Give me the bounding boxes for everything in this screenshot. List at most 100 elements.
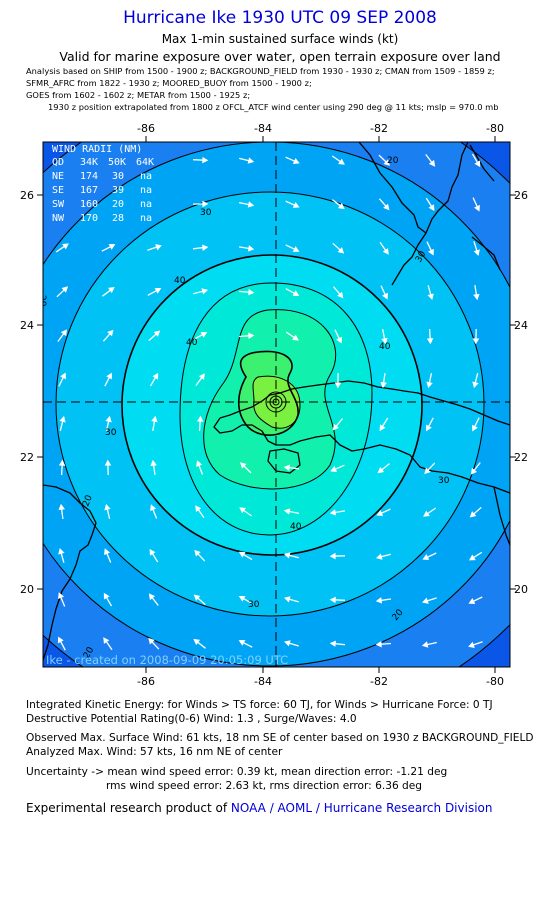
map-title: Hurricane Ike 1930 UTC 09 SEP 2008 [123,8,437,28]
contour-label: 30 [438,476,450,486]
analysis-sources-line-3: GOES from 1602 - 1602 z; METAR from 1500… [26,90,251,100]
axis-labels: -86 -84 -82 -80 -86 -84 -82 -80 26 24 22… [20,122,528,685]
wind-vector-head [382,248,389,255]
wind-vector-head [238,595,246,602]
wind-vector-head [284,596,291,603]
wind-vector-head [472,424,478,432]
lon-tick-top: -84 [254,122,272,135]
wind-vector-head [424,467,431,475]
wind-vector-head [103,592,110,600]
wind-vector-head [283,508,291,515]
wind-vector-head [248,332,255,340]
wind-vector-head [337,247,345,254]
wind-vector-head [473,293,480,301]
wind-vector-head [58,503,65,510]
wind-vector-head [428,248,434,256]
wind-vector-head [200,331,208,338]
wind-vector-head [238,551,246,558]
wind-vector-head [375,640,382,648]
wind-vector-head [329,552,336,560]
wind-vector-head [292,202,300,208]
contour-label: 40 [290,522,302,532]
lat-tick-left: 20 [20,583,34,596]
wind-vector-head [469,511,477,518]
wind-vector-head [474,204,480,212]
lat-tick-left: 22 [20,451,34,464]
wind-vector-head [150,459,157,467]
wind-vector-head [468,554,476,561]
credit-line: Experimental research product of NOAA / … [26,801,492,815]
map-subtitle: Max 1-min sustained surface winds (kt) [161,32,399,46]
wind-vector-head [337,202,345,210]
wind-vector-head [58,548,65,555]
wind-vector-head [470,467,478,475]
contour-label: 40 [186,338,198,348]
wind-vector-head [239,507,246,514]
wind-vector-head [337,291,344,299]
wind-vector-head [292,334,299,341]
wind-vector-head [332,423,339,431]
wind-vector-head [472,381,479,389]
contour-34kt [121,254,423,556]
wind-radii-nw-quadrant: NW [52,213,65,224]
cuba-east-edge [493,486,510,546]
wind-vector-head [292,158,300,164]
lat-tick-right: 24 [514,319,528,332]
wind-vector-head [104,459,112,466]
wind-radii-ne-34k: 174 [80,171,98,182]
wind-vector-head [104,503,111,511]
wind-vector-head [283,640,291,647]
contour-label: 20 [81,494,94,508]
lon-tick-bottom: -82 [370,675,388,685]
lon-tick-bottom: -80 [486,675,504,685]
wind-vector-head [247,245,255,252]
wind-vector-head [375,553,383,560]
wind-vector-head [376,510,384,516]
wind-vector-head [383,159,390,166]
wind-vector-head [103,637,110,644]
wind-radii-col-64k: 64K [136,157,154,168]
wind-vector-head [421,641,429,648]
wind-vector-head [150,504,157,512]
lat-tick-right: 20 [514,583,528,596]
wind-vector-head [426,338,434,345]
wind-vector-head [202,244,209,251]
observed-max-wind: Observed Max. Surface Wind: 61 kts, 18 n… [26,732,534,744]
contour-30 [55,191,485,617]
wind-vector-head [108,286,115,294]
wind-radii-table: WIND RADII (NM) QD 34K 50K 64K NE 174 30… [52,144,154,224]
wind-vector-head [151,415,158,423]
contour-40 [179,282,373,536]
ike-stat: Integrated Kinetic Energy: for Winds > T… [26,699,493,711]
lon-tick-top: -82 [370,122,388,135]
wind-vector-head [152,372,159,380]
wind-vector-head [383,203,390,211]
wind-vector-head [473,249,480,256]
wind-radii-col-34k: 34K [80,157,98,168]
wind-radii-se-34k: 167 [80,185,98,196]
wind-vector-head [423,510,430,517]
validity-note: Valid for marine exposure over water, op… [59,49,501,64]
lat-tick-right: 22 [514,451,528,464]
lon-tick-bottom: -84 [254,675,272,685]
wind-radii-nw-34k: 170 [80,213,98,224]
wind-vector-head [283,552,291,559]
wind-vector-head [194,549,201,557]
credit-organization-link[interactable]: NOAA / AOML / Hurricane Research Divisio… [230,801,493,815]
wind-radii-se-64k: na [140,185,152,196]
wind-vector-head [195,505,202,512]
wind-radii-se-quadrant: SE [52,185,64,196]
wind-radii-col-qd: QD [52,157,64,168]
wind-vector-head [248,288,255,296]
contour-label: 40 [174,276,186,286]
wind-vector-head [422,554,430,560]
wind-vectors [55,153,483,651]
wind-vector-head [193,594,201,601]
wind-vector-head [292,246,300,252]
credit-prefix: Experimental research product of [26,801,231,815]
wind-vector-head [106,372,112,380]
wind-vector-head [198,373,205,380]
wind-radii-sw-quadrant: SW [52,199,65,210]
wind-vector-head [154,288,162,294]
contour-label: 40 [379,342,391,352]
